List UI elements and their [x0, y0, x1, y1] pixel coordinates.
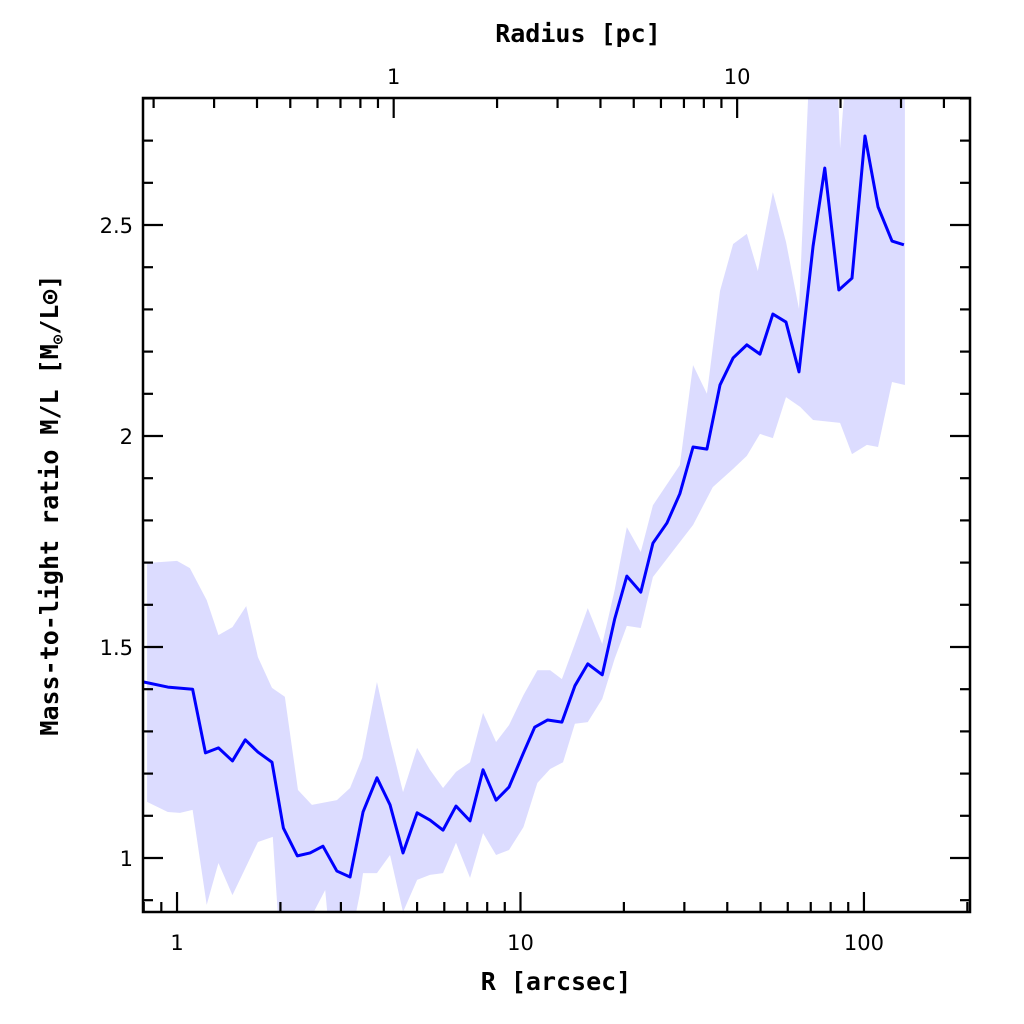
y-axis-title-end: /L⊙] — [35, 274, 64, 334]
uncertainty-band — [147, 98, 905, 912]
x-tick-label: 1 — [170, 931, 183, 955]
y-axis-title-sub: ⊙ — [48, 334, 67, 344]
x-tick-label: 10 — [507, 931, 534, 955]
y-tick-label: 2.5 — [100, 214, 133, 238]
y-tick-label: 1.5 — [100, 636, 133, 660]
y-axis-title-main: Mass-to-light ratio M/L [M — [35, 344, 64, 735]
series-line — [143, 134, 905, 879]
y-axis-title: Mass-to-light ratio M/L [M⊙/L⊙] — [35, 274, 67, 735]
y-tick-label: 2 — [120, 425, 133, 449]
x-tick-label: 100 — [844, 931, 884, 955]
top-axis-title: Radius [pc] — [495, 19, 661, 48]
plot-frame — [141, 96, 972, 914]
plot-area — [143, 98, 905, 912]
top-tick-label: 10 — [724, 65, 751, 89]
x-axis-title: R [arcsec] — [481, 967, 632, 996]
tick-labels: 1 10 100 1 10 1 1.5 2 2.5 — [100, 65, 884, 955]
top-tick-label: 1 — [387, 65, 400, 89]
y-tick-label: 1 — [120, 847, 133, 871]
